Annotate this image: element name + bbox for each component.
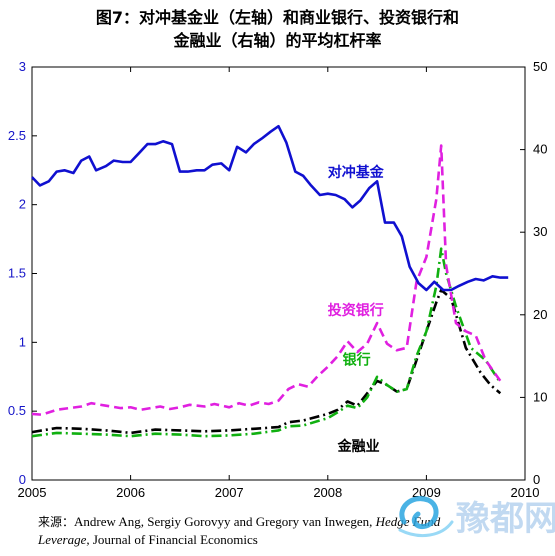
- series-line-银行: [31, 247, 502, 438]
- source-note: 来源：Andrew Ang, Sergiy Gorovyy and Gregor…: [38, 513, 508, 549]
- source-label: 来源：: [38, 515, 75, 529]
- x-tick-label: 2010: [511, 485, 540, 500]
- y-right-tick-label: 0: [533, 472, 540, 487]
- chart-title-line1: 图7：对冲基金业（左轴）和商业银行、投资银行和: [95, 8, 460, 27]
- series-label-金融业: 金融业: [337, 438, 380, 455]
- x-tick-label: 2008: [313, 485, 342, 500]
- y-right-tick-label: 50: [533, 59, 547, 74]
- svg-text:豫都网: 豫都网: [456, 499, 555, 539]
- y-right-tick-label: 30: [533, 224, 547, 239]
- series-line-对冲基金: [31, 124, 509, 292]
- y-left-tick-label: 2: [19, 197, 26, 212]
- chart-title-line2: 金融业（右轴）的平均杠杆率: [173, 31, 382, 50]
- y-right-tick-label: 40: [533, 142, 547, 157]
- x-tick-label: 2006: [116, 485, 145, 500]
- chart-title: 图7：对冲基金业（左轴）和商业银行、投资银行和 金融业（右轴）的平均杠杆率: [0, 6, 555, 52]
- source-journal: Journal of Financial Economics: [92, 532, 258, 547]
- series-label-银行: 银行: [343, 351, 371, 368]
- series-label-投资银行: 投资银行: [328, 302, 384, 319]
- y-right-tick-label: 20: [533, 307, 547, 322]
- y-left-tick-label: 3: [19, 59, 26, 74]
- y-left-tick-label: 0.5: [8, 403, 26, 418]
- series-label-对冲基金: 对冲基金: [328, 164, 385, 181]
- y-left-tick-label: 1: [19, 334, 26, 349]
- y-left-tick-label: 0: [19, 472, 26, 487]
- x-tick-label: 2007: [215, 485, 244, 500]
- source-paper-title-part2: Leverage,: [38, 532, 90, 547]
- y-left-tick-label: 1.5: [8, 266, 26, 281]
- series-line-金融业: [31, 288, 502, 435]
- site-watermark-logo: 豫都网: [390, 478, 555, 552]
- y-left-tick-label: 2.5: [8, 128, 26, 143]
- source-authors: Andrew Ang, Sergiy Gorovyy and Gregory v…: [74, 514, 373, 529]
- series-line-投资银行: [31, 144, 502, 417]
- y-right-tick-label: 10: [533, 389, 547, 404]
- x-tick-label: 2005: [18, 485, 47, 500]
